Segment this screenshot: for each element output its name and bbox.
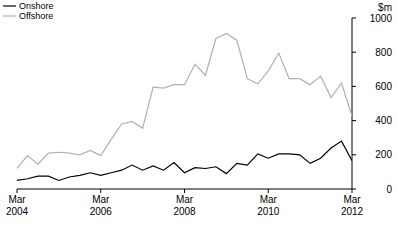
y-tick	[352, 86, 356, 87]
y-tick-label: 1000	[370, 13, 393, 24]
x-tick	[352, 189, 353, 193]
x-tick-label: Mar2012	[341, 194, 364, 217]
y-tick	[352, 52, 356, 53]
y-tick-label: 600	[375, 81, 392, 92]
legend-swatch	[3, 5, 16, 6]
y-tick	[352, 120, 356, 121]
y-tick	[352, 189, 356, 190]
x-tick	[268, 189, 269, 193]
series-line	[17, 141, 352, 180]
legend-label: Offshore	[19, 11, 53, 21]
y-tick	[352, 154, 356, 155]
y-axis	[352, 18, 353, 189]
x-tick-label: Mar2010	[257, 194, 280, 217]
legend-swatch	[3, 15, 16, 16]
legend-label: Onshore	[19, 1, 54, 11]
y-tick-label: 400	[375, 115, 392, 126]
y-tick-label: 800	[375, 47, 392, 58]
series-line	[17, 33, 352, 168]
y-tick	[352, 18, 356, 19]
x-tick-label: Mar2006	[90, 194, 113, 217]
x-tick	[17, 189, 18, 193]
plot	[17, 33, 352, 180]
x-tick-label: Mar2008	[173, 194, 196, 217]
x-tick	[100, 189, 101, 193]
y-axis-label: $m	[378, 2, 392, 13]
x-tick-label: Mar2004	[6, 194, 29, 217]
x-tick	[184, 189, 185, 193]
y-tick-label: 200	[375, 149, 392, 160]
y-tick-label: 0	[386, 184, 392, 195]
